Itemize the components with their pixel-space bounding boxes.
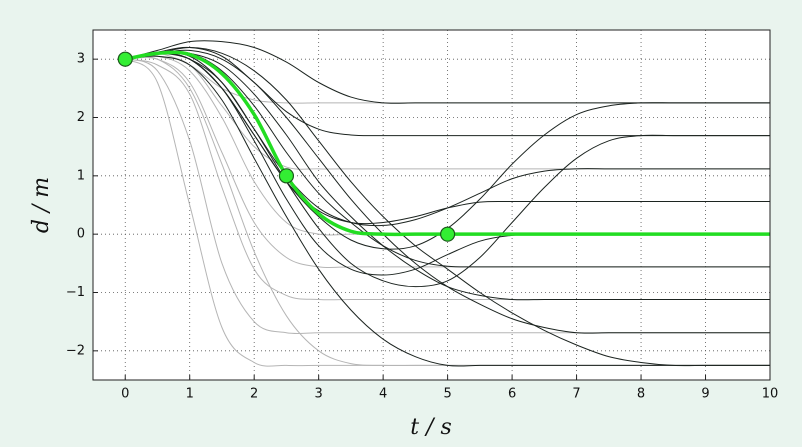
y-tick-label: −2 [66, 343, 85, 358]
waypoint [440, 226, 456, 242]
y-tick-label: 0 [77, 227, 85, 242]
y-axis-label: d / m [29, 177, 54, 233]
x-tick-label: 0 [121, 387, 129, 402]
y-tick-label: 1 [77, 168, 85, 183]
y-tick-label: −1 [66, 285, 85, 300]
trajectory [125, 51, 770, 268]
x-tick-label: 9 [701, 387, 709, 402]
y-tick-label: 2 [77, 110, 85, 125]
trajectory [125, 52, 770, 288]
x-tick-label: 6 [508, 387, 516, 402]
x-tick-label: 8 [637, 387, 645, 402]
x-tick-label: 5 [443, 387, 451, 402]
x-axis-label: t / s [410, 415, 452, 440]
trajectory [125, 49, 770, 334]
trajectory [125, 46, 770, 367]
waypoint [117, 51, 133, 67]
x-tick-label: 10 [762, 387, 779, 402]
trajectory [125, 55, 770, 367]
x-tick-label: 3 [315, 387, 323, 402]
plot-frame [92, 29, 771, 381]
y-tick-label: 3 [77, 52, 85, 67]
waypoint [278, 168, 295, 184]
x-tick-label: 2 [250, 387, 258, 402]
x-tick-label: 4 [379, 387, 387, 402]
plot-area [93, 30, 770, 380]
x-tick-label: 7 [572, 387, 580, 402]
x-tick-label: 1 [186, 387, 194, 402]
